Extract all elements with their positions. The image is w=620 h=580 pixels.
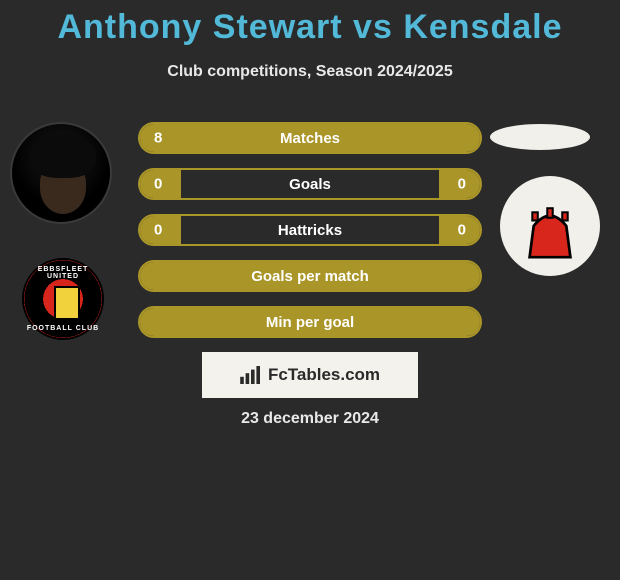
- player-right-avatar: [500, 176, 600, 276]
- club-badge-top-text: EBBSFLEET UNITED: [24, 266, 102, 280]
- stat-value-right: 0: [458, 222, 466, 239]
- stat-row: Min per goal: [138, 306, 482, 338]
- stat-label: Hattricks: [278, 222, 342, 239]
- stat-row: Goals per match: [138, 260, 482, 292]
- castle-icon: [516, 196, 584, 264]
- stat-label: Goals: [289, 176, 331, 193]
- stat-row: 0 0 Hattricks: [138, 214, 482, 246]
- club-left-badge: EBBSFLEET UNITED FOOTBALL CLUB: [22, 258, 104, 340]
- stat-value-left: 0: [154, 222, 162, 239]
- brand-text: FcTables.com: [268, 365, 380, 385]
- chart-icon: [240, 366, 262, 384]
- date-text: 23 december 2024: [0, 410, 620, 428]
- stat-value-left: 8: [154, 130, 162, 147]
- stat-label: Goals per match: [251, 268, 369, 285]
- stat-row: 0 0 Goals: [138, 168, 482, 200]
- player-left-avatar: [10, 122, 112, 224]
- page-title: Anthony Stewart vs Kensdale: [0, 0, 620, 47]
- player-right-oval: [490, 124, 590, 150]
- club-badge-bottom-text: FOOTBALL CLUB: [24, 325, 102, 332]
- brand-box: FcTables.com: [202, 352, 418, 398]
- stat-label: Matches: [280, 130, 340, 147]
- page-subtitle: Club competitions, Season 2024/2025: [0, 63, 620, 81]
- stat-value-left: 0: [154, 176, 162, 193]
- stat-rows: 8 Matches 0 0 Goals 0 0 Hattricks Goals per matc…: [138, 122, 482, 352]
- stat-label: Min per goal: [266, 314, 354, 331]
- stat-value-right: 0: [458, 176, 466, 193]
- stat-row: 8 Matches: [138, 122, 482, 154]
